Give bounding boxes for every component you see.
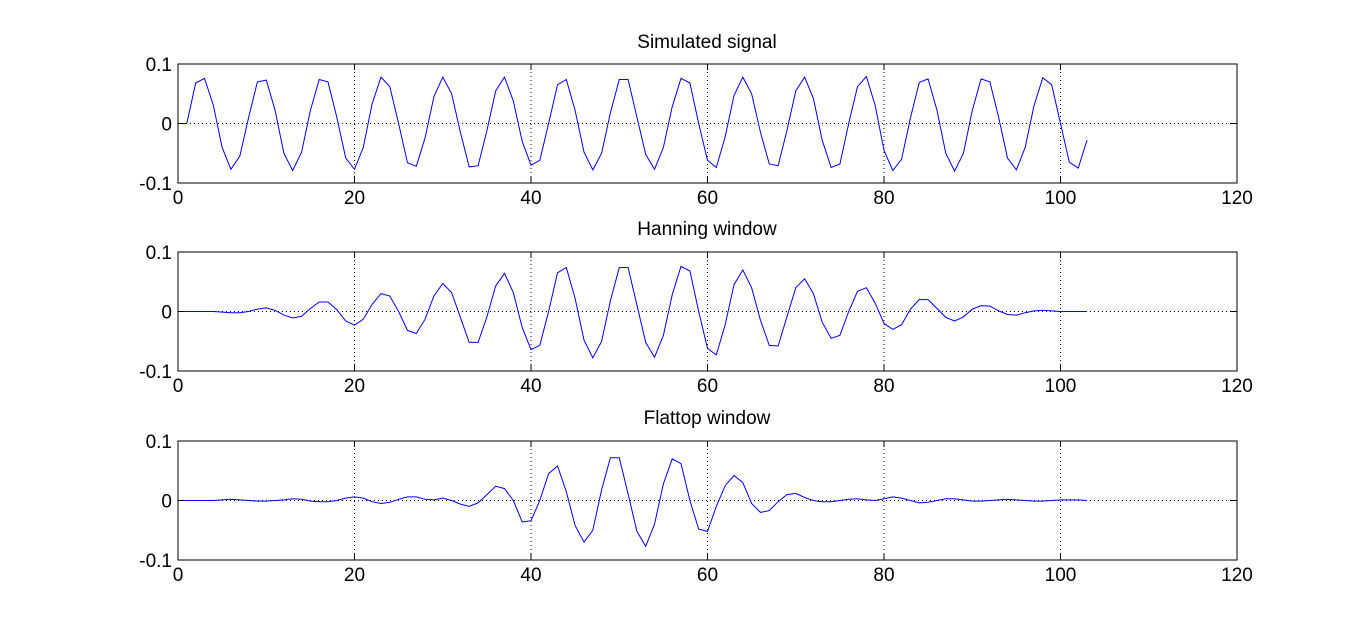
x-tick-label: 20 [344, 376, 365, 397]
x-tick-label: 100 [1045, 188, 1077, 209]
x-tick-label: 0 [173, 188, 184, 209]
x-tick-label: 0 [173, 565, 184, 586]
x-tick-label: 20 [344, 188, 365, 209]
series-line [178, 265, 1087, 359]
y-tick-label: -0.1 [139, 551, 172, 572]
x-tick-label: 40 [520, 188, 541, 209]
x-tick-label: 20 [344, 565, 365, 586]
chart-title: Hanning window [637, 219, 777, 240]
x-tick-label: 60 [697, 376, 718, 397]
x-tick-label: 0 [173, 376, 184, 397]
x-tick-label: 60 [697, 188, 718, 209]
y-tick-label: -0.1 [139, 174, 172, 195]
y-tick-label: 0 [161, 492, 172, 513]
x-tick-label: 40 [520, 565, 541, 586]
y-tick-label: 0.1 [146, 432, 172, 453]
x-tick-label: 80 [873, 376, 894, 397]
subplot-simulated-signal: Simulated signal 0 20 40 60 80 100 120-0.100.1 [139, 32, 1253, 209]
y-tick-label: 0 [161, 115, 172, 136]
subplot-flattop-window: Flattop window 0 20 40 60 80 100 120-0.100.1 [139, 408, 1253, 586]
x-tick-label: 100 [1045, 376, 1077, 397]
series-line [178, 457, 1088, 548]
x-tick-label: 40 [520, 376, 541, 397]
x-tick-label: 120 [1221, 565, 1253, 586]
subplot-hanning-window: Hanning window 0 20 40 60 80 100 120-0.100.1 [139, 219, 1253, 397]
x-tick-label: 80 [873, 188, 894, 209]
x-tick-label: 120 [1221, 188, 1253, 209]
y-tick-label: -0.1 [139, 362, 172, 383]
x-tick-label: 100 [1045, 565, 1077, 586]
y-tick-label: 0.1 [146, 243, 172, 264]
chart-title: Flattop window [644, 408, 771, 429]
y-tick-label: 0 [161, 303, 172, 324]
x-tick-label: 60 [697, 565, 718, 586]
series-line [178, 75, 1088, 173]
x-tick-label: 80 [873, 565, 894, 586]
chart-title: Simulated signal [637, 32, 776, 53]
y-tick-label: 0.1 [146, 55, 172, 76]
x-tick-label: 120 [1221, 376, 1253, 397]
